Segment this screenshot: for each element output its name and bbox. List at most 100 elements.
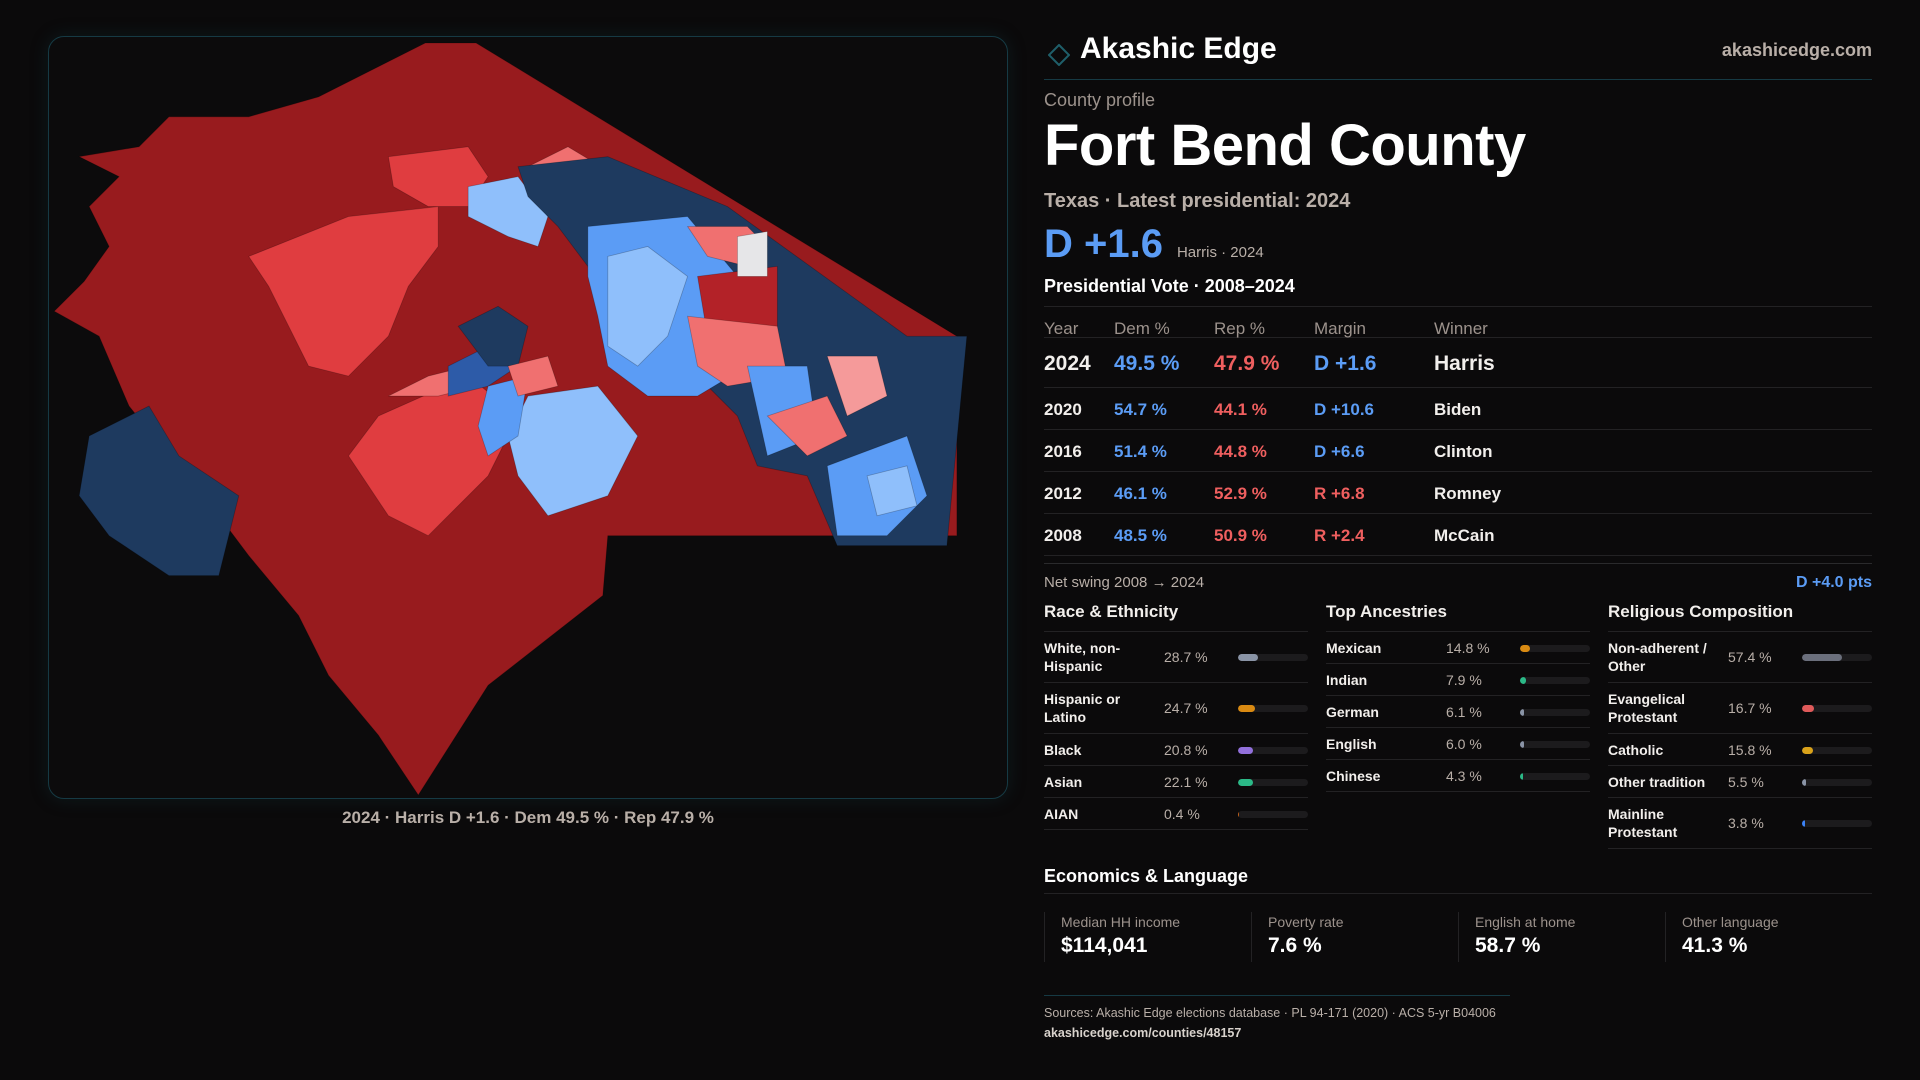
cell-winner: McCain	[1434, 526, 1495, 545]
cell-rep: 52.9 %	[1214, 484, 1267, 503]
precinct-slight-dem[interactable]	[607, 246, 689, 367]
precinct-tilt-rep[interactable]	[766, 395, 848, 457]
stat-label: Mexican	[1326, 639, 1382, 656]
race-ethnicity-section: Race & Ethnicity White, non-Hispanic 28.7…	[1044, 602, 1308, 830]
stat-label: Evangelical Protestant	[1608, 691, 1686, 725]
stat-value: 15.8 %	[1728, 741, 1772, 758]
table-row: 2008 48.5 % 50.9 % R +2.4 McCain	[1044, 514, 1872, 556]
progress-bar-fill	[1238, 810, 1239, 818]
table-header: Year Dem % Rep % Margin Winner	[1044, 306, 1872, 338]
stat-value: 7.9 %	[1446, 671, 1482, 688]
section-title: Race & Ethnicity	[1044, 602, 1308, 632]
progress-bar-track	[1238, 810, 1308, 818]
stat-row: Black 20.8 %	[1044, 734, 1308, 766]
progress-bar-track	[1238, 705, 1308, 712]
stat-row: Mainline Protestant 3.8 %	[1608, 798, 1872, 849]
stat-label: Indian	[1326, 671, 1368, 688]
progress-bar-track	[1238, 778, 1308, 786]
stat-label: Other tradition	[1608, 773, 1706, 790]
stat-row: German 6.1 %	[1326, 696, 1590, 728]
cell-dem: 51.4 %	[1114, 442, 1167, 461]
progress-bar-fill	[1520, 708, 1525, 716]
cell-rep: 47.9 %	[1214, 352, 1280, 375]
precinct-tilt-rep[interactable]	[507, 355, 559, 397]
progress-bar-track	[1802, 654, 1872, 661]
stat-value: 24.7 %	[1164, 700, 1208, 716]
precinct-slight-dem[interactable]	[866, 465, 918, 517]
page-eyebrow: County profile	[1044, 90, 1156, 110]
diamond-outline-icon	[1048, 44, 1070, 66]
cell-rep: 44.8 %	[1214, 442, 1267, 461]
stat-row: Non-adherent / Other 57.4 %	[1608, 632, 1872, 683]
progress-bar-fill	[1802, 654, 1843, 661]
stat-label: Non-adherent / Other	[1608, 640, 1707, 674]
stat-value: 5.5 %	[1728, 773, 1764, 790]
progress-bar-track	[1520, 772, 1590, 780]
stat-label: Mainline Protestant	[1608, 806, 1678, 840]
precinct-slight-dem[interactable]	[507, 385, 639, 517]
top-ancestries-section: Top Ancestries Mexican 14.8 % Indian 7.9 % G…	[1326, 602, 1590, 792]
cell-year: 2024	[1044, 352, 1091, 375]
progress-bar-track	[1238, 654, 1308, 661]
presidential-vote-table: Year Dem % Rep % Margin Winner 2024 49.5…	[1044, 306, 1872, 556]
progress-bar-track	[1520, 644, 1590, 652]
progress-bar-fill	[1802, 705, 1814, 712]
stat-label: White, non-Hispanic	[1044, 640, 1121, 674]
cell-dem: 48.5 %	[1114, 526, 1167, 545]
cell-dem: 54.7 %	[1114, 400, 1167, 419]
net-swing-value: D +4.0 pts	[1795, 574, 1872, 591]
divider	[1044, 995, 1510, 996]
progress-bar-fill	[1802, 778, 1806, 786]
stat-row: Mexican 14.8 %	[1326, 632, 1590, 664]
stat-label: Catholic	[1608, 741, 1664, 758]
stat-label: Chinese	[1326, 767, 1381, 784]
religious-composition-section: Religious Composition Non-adherent / Oth…	[1608, 602, 1872, 849]
cell-margin: R +6.8	[1314, 484, 1365, 503]
stat-median-income: Median HH income $114,041	[1044, 912, 1251, 962]
precinct-safe-dem[interactable]	[78, 405, 240, 576]
progress-bar-track	[1802, 778, 1872, 786]
county-url-link[interactable]: akashicedge.com/counties/48157	[1044, 1026, 1242, 1040]
net-swing-label: Net swing 2008 → 2024	[1044, 574, 1205, 591]
progress-bar-fill	[1238, 746, 1253, 754]
economics-stats: Median HH income $114,041 Poverty rate 7…	[1044, 912, 1872, 962]
vote-section-title: Presidential Vote · 2008–2024	[1044, 276, 1295, 296]
progress-bar-fill	[1802, 746, 1814, 754]
stat-row: AIAN 0.4 %	[1044, 798, 1308, 830]
brand-header: Akashic Edge akashicedge.com	[1044, 30, 1872, 80]
cell-rep: 50.9 %	[1214, 526, 1267, 545]
stat-label: Asian	[1044, 773, 1083, 790]
stat-row: White, non-Hispanic 28.7 %	[1044, 632, 1308, 683]
stat-label: German	[1326, 703, 1379, 720]
cell-winner: Biden	[1434, 400, 1482, 419]
stat-value: 6.1 %	[1446, 703, 1482, 720]
divider	[1044, 893, 1872, 894]
economics-section-title: Economics & Language	[1044, 866, 1249, 886]
progress-bar-fill	[1238, 705, 1256, 712]
progress-bar-track	[1520, 708, 1590, 716]
cell-margin: D +10.6	[1314, 400, 1375, 419]
stat-label: Poverty rate	[1268, 914, 1344, 930]
stat-poverty-rate: Poverty rate 7.6 %	[1251, 912, 1458, 962]
brand-url-link[interactable]: akashicedge.com	[1721, 40, 1872, 60]
progress-bar-fill	[1238, 778, 1254, 786]
precinct-slight-rep[interactable]	[826, 355, 888, 417]
stat-label: AIAN	[1044, 805, 1079, 822]
stat-row: Indian 7.9 %	[1326, 664, 1590, 696]
precinct-map-panel[interactable]	[48, 36, 1008, 799]
precinct-safe-dem[interactable]	[457, 305, 529, 367]
precinct-toss[interactable]	[737, 231, 768, 277]
stat-english-at-home: English at home 58.7 %	[1458, 912, 1665, 962]
stat-value: 57.4 %	[1728, 649, 1772, 665]
stat-row: English 6.0 %	[1326, 728, 1590, 760]
column-header-rep: Rep %	[1214, 319, 1266, 338]
progress-bar-track	[1520, 676, 1590, 684]
progress-bar-fill	[1520, 740, 1525, 748]
stat-label: Hispanic or Latino	[1044, 691, 1121, 725]
progress-bar-track	[1520, 740, 1590, 748]
precinct-map[interactable]	[49, 37, 1007, 798]
cell-year: 2020	[1044, 400, 1082, 419]
stat-value: 3.8 %	[1728, 815, 1764, 831]
precinct-lean-rep[interactable]	[248, 206, 439, 377]
column-header-dem: Dem %	[1114, 319, 1170, 338]
